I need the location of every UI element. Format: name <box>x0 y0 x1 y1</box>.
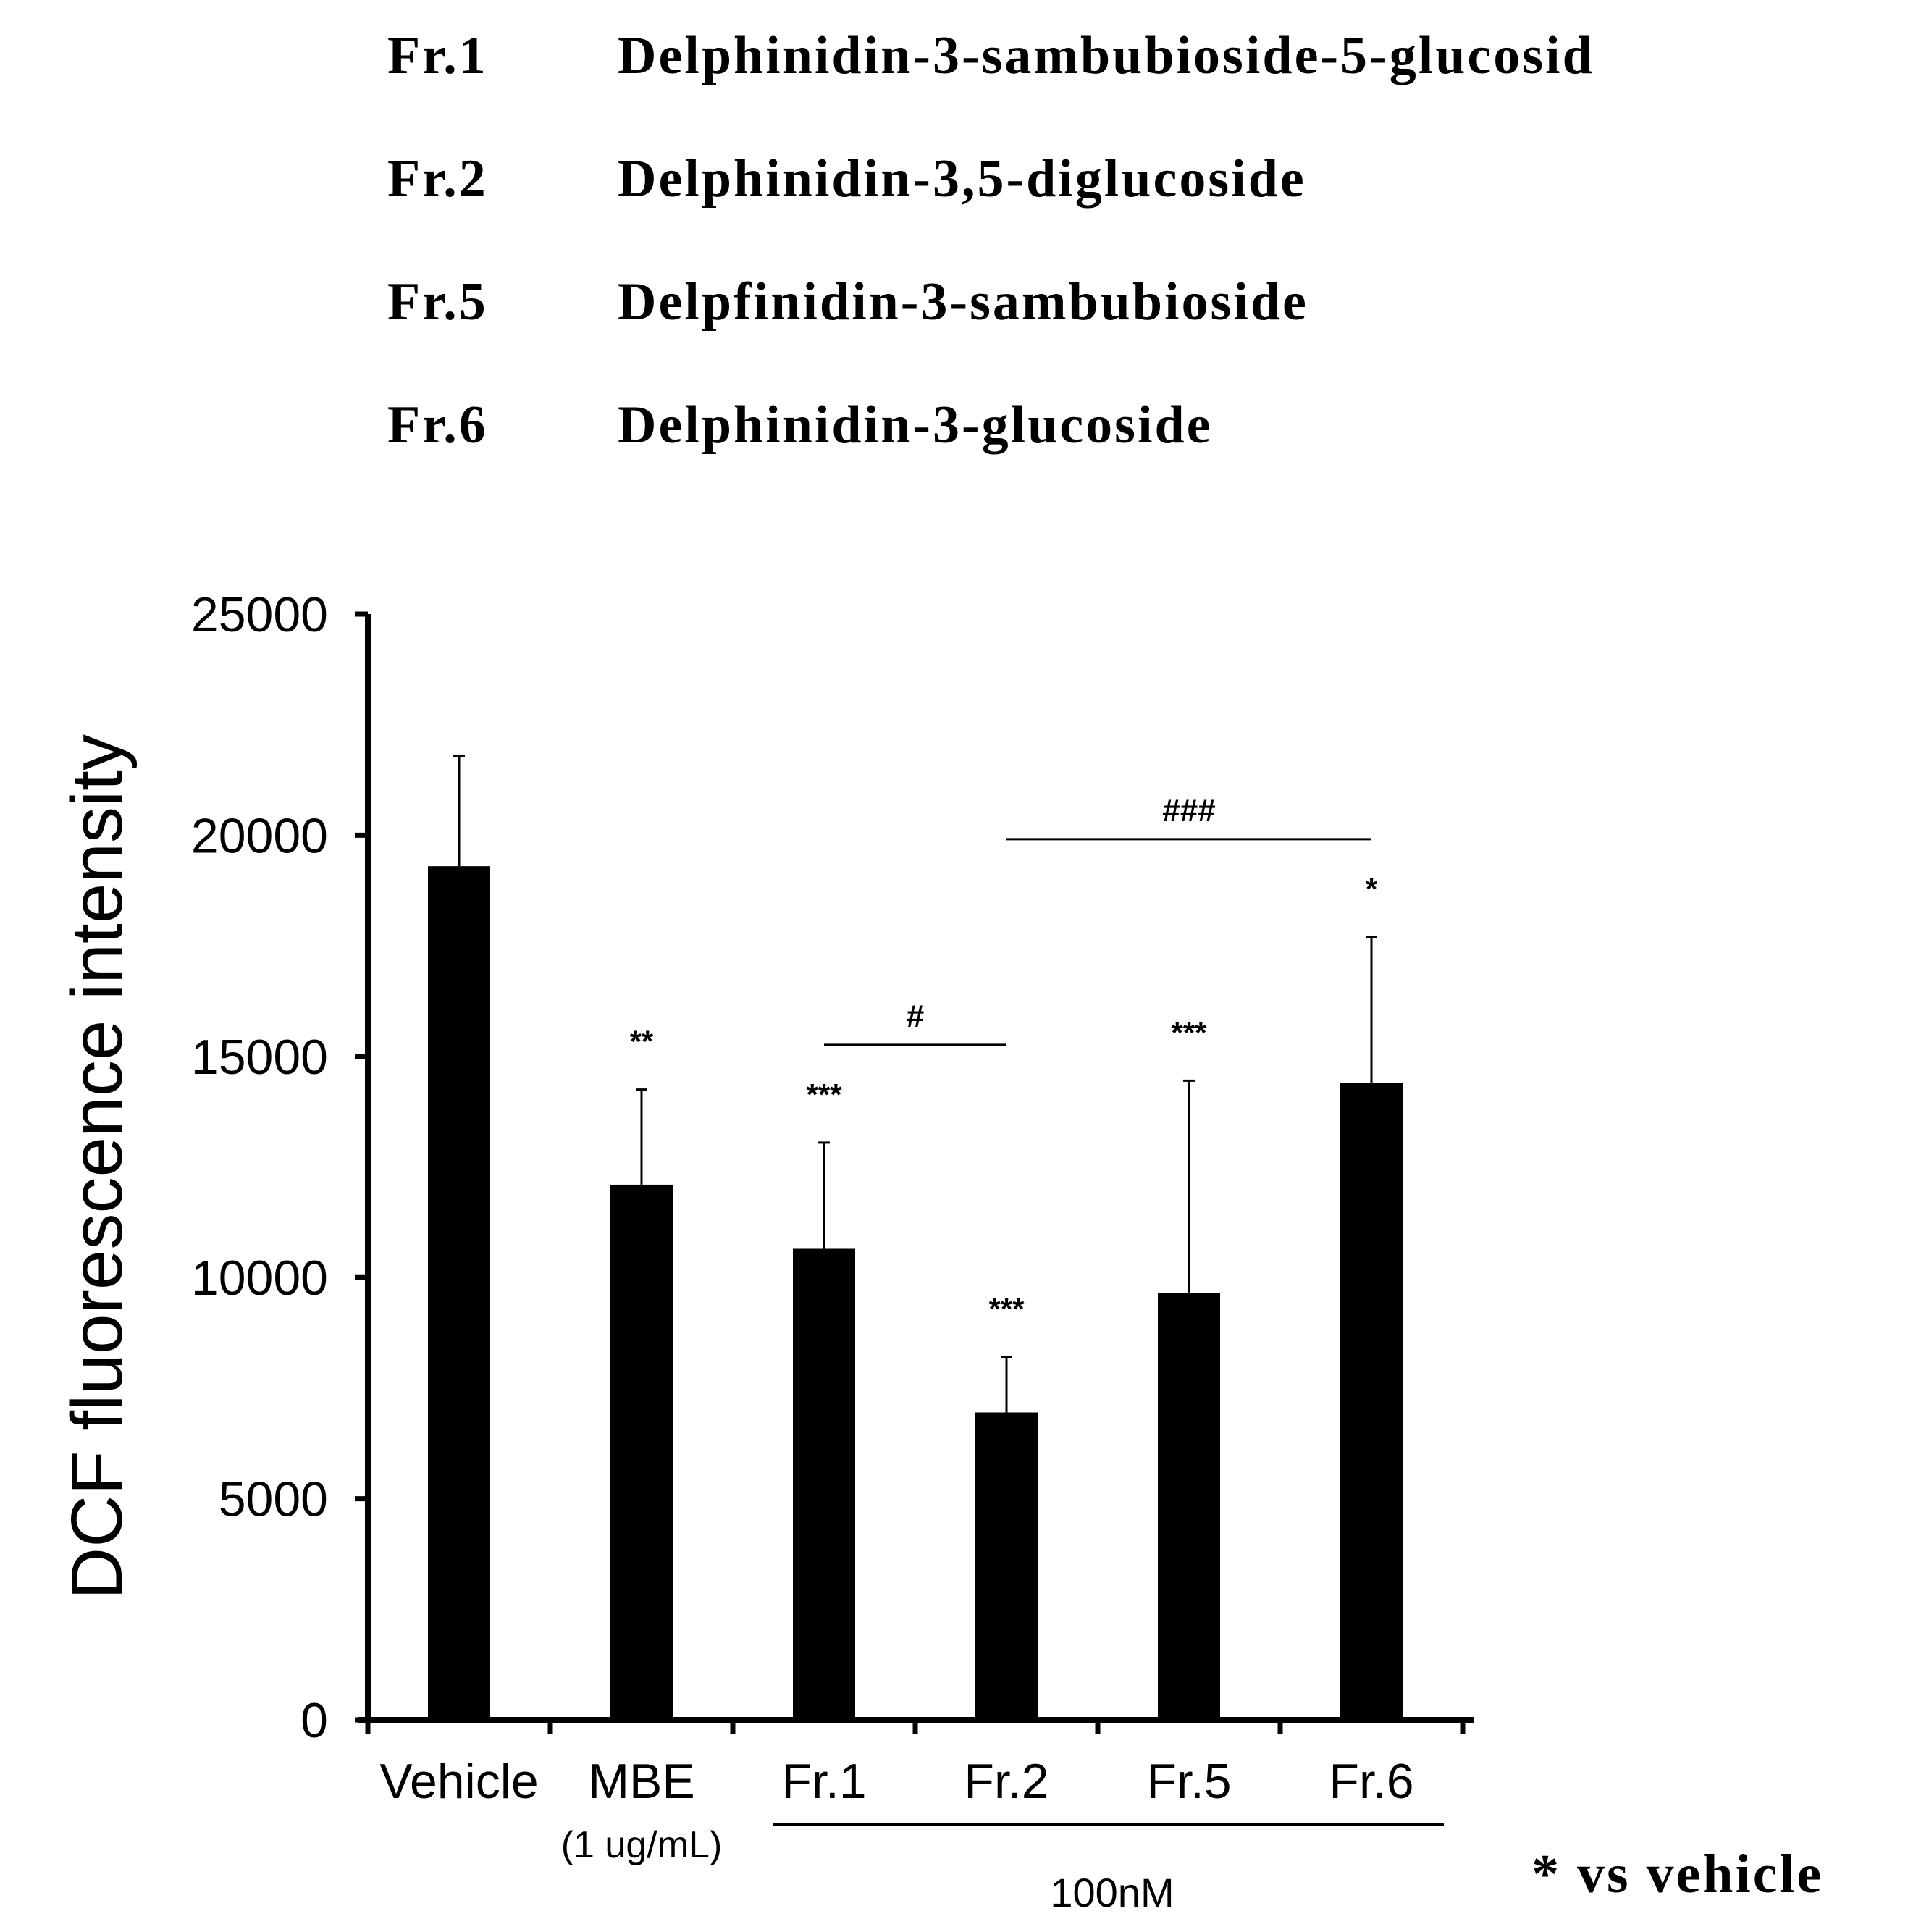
significance-note: * vs vehicle <box>1531 1843 1823 1906</box>
y-tick-label: 10000 <box>191 1251 328 1306</box>
y-tick-label: 0 <box>301 1693 328 1748</box>
x-tick-label: Vehicle <box>379 1754 538 1809</box>
bars <box>428 755 1403 1720</box>
bar <box>428 866 490 1720</box>
bar <box>610 1185 673 1720</box>
significance-marker: * <box>1366 872 1378 906</box>
x-tick-label: Fr.5 <box>1146 1754 1231 1809</box>
x-tick-label: Fr.2 <box>964 1754 1048 1809</box>
bar <box>1340 1083 1403 1720</box>
significance-marker: ** <box>630 1025 654 1059</box>
significance-marker: *** <box>806 1078 842 1112</box>
y-tick-label: 20000 <box>191 808 328 863</box>
y-axis-title: DCF fluorescence intensity <box>56 734 138 1600</box>
bar <box>975 1412 1038 1720</box>
group-label: 100nM <box>1050 1870 1174 1915</box>
x-tick-label: Fr.6 <box>1329 1754 1413 1809</box>
x-tick-sublabel: (1 ug/mL) <box>561 1824 723 1866</box>
x-tick-label: MBE <box>588 1754 694 1809</box>
comparison-label: # <box>907 999 924 1034</box>
y-tick-label: 25000 <box>191 587 328 642</box>
bar <box>793 1248 855 1720</box>
significance-marker: *** <box>1171 1015 1207 1049</box>
y-tick-label: 15000 <box>191 1030 328 1085</box>
x-tick-label: Fr.1 <box>781 1754 866 1809</box>
bar <box>1158 1293 1220 1720</box>
significance-marker: *** <box>988 1292 1025 1326</box>
y-tick-label: 5000 <box>219 1472 328 1527</box>
axes <box>355 614 1474 1734</box>
labels: 0 5000 10000 15000 20000 25000 DCF fluorescenc… <box>56 587 1444 1915</box>
comparison-label: ### <box>1162 793 1215 828</box>
